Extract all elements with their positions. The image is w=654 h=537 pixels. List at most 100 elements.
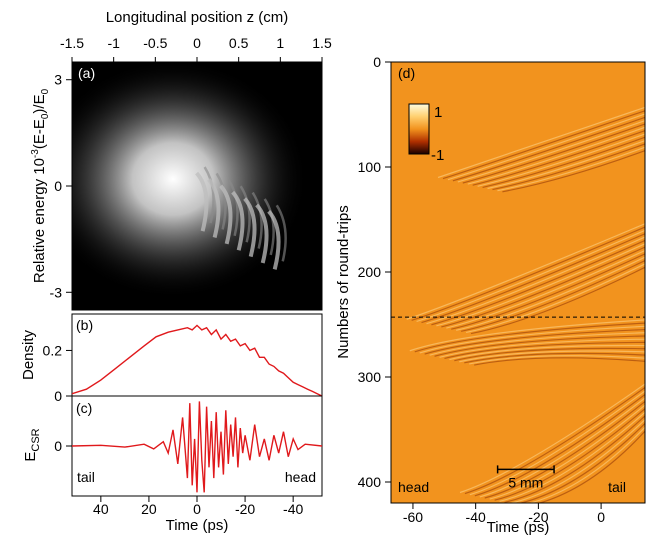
panel-c-y-label: ECSR <box>22 428 42 461</box>
y-tick-label: 100 <box>358 159 382 175</box>
fringe-stripe <box>263 198 275 256</box>
wave-stripe <box>457 120 645 183</box>
panel-a-top-axis: -1.5 -1 -0.5 0 0.5 1 1.5 <box>60 35 332 62</box>
colorbar-min-label: -1 <box>431 147 444 164</box>
y-tick-label: 0.2 <box>43 342 63 358</box>
wave-stripe <box>487 139 645 190</box>
panel-c-x-label: Time (ps) <box>166 517 229 534</box>
wave-stripe <box>472 129 645 186</box>
panel-b-label: (b) <box>76 317 93 333</box>
wave-stripe <box>518 422 645 503</box>
tail-annotation: tail <box>77 469 95 485</box>
wave-stripe <box>528 426 645 503</box>
panel-a: -1.5 -1 -0.5 0 0.5 1 1.5 Longitudinal position… <box>30 9 332 311</box>
panel-c: 0 40 20 0 -20 -40 ECSR (c) tail head Time (p… <box>22 395 323 534</box>
panel-c-y-axis: 0 <box>54 438 72 454</box>
wave-stripe <box>465 263 645 334</box>
wave-stripe <box>482 136 645 188</box>
panel-d-y-axis: 0 100 200 300 400 <box>358 54 391 490</box>
x-tick-label: -40 <box>283 501 303 517</box>
wave-stripe <box>442 110 645 180</box>
wave-stripe <box>477 133 645 187</box>
panel-d-image <box>406 106 645 503</box>
top-axis-tick-label: 0 <box>193 35 201 51</box>
fringe-stripe <box>267 210 281 270</box>
fringe-stripe <box>215 172 227 230</box>
wave-stripe <box>459 383 645 494</box>
y-tick-label: 0 <box>54 178 62 194</box>
wave-stripe <box>426 236 645 325</box>
wave-stripe <box>504 415 645 503</box>
wave-stripe <box>414 322 645 353</box>
wave-stripe <box>446 249 645 329</box>
fringe-stripe <box>255 203 269 264</box>
wave-stripe <box>436 243 645 327</box>
x-tick-label: -40 <box>466 509 486 525</box>
wave-stripe <box>456 256 645 331</box>
wave-stripe <box>484 400 645 499</box>
wave-stripe <box>449 344 645 361</box>
panel-d-x-label: Time (ps) <box>487 519 550 536</box>
wave-stripe <box>469 355 645 365</box>
wave-stripe <box>509 418 645 503</box>
panel-b-y-axis: 00.2 <box>43 342 72 404</box>
wave-stripe <box>451 253 645 330</box>
y-tick-label: 0 <box>373 54 381 70</box>
panel-b-y-label: Density <box>20 329 37 380</box>
wave-stripe <box>424 328 645 355</box>
fringe-stripe <box>219 184 233 245</box>
scale-bar-label: 5 mm <box>508 474 543 490</box>
wave-stripe <box>489 404 645 500</box>
wave-stripe <box>474 357 645 366</box>
wave-stripe <box>497 146 645 192</box>
head-annotation-d: head <box>398 479 429 495</box>
fringe-stripe <box>231 190 245 251</box>
y-tick-label: -3 <box>50 284 63 300</box>
fringe-stripe <box>207 178 221 238</box>
wave-stripe <box>470 266 645 335</box>
panel-b-frame <box>71 313 323 397</box>
colorbar <box>408 103 430 155</box>
x-tick-label: 40 <box>93 501 109 517</box>
density-line <box>72 324 322 396</box>
y-tick-label: 0 <box>54 388 62 404</box>
wave-stripe <box>406 223 645 320</box>
wave-stripe <box>444 341 645 360</box>
top-axis-tick-label: -1.5 <box>60 35 84 51</box>
core-glow <box>72 62 308 299</box>
wave-stripe <box>434 335 645 357</box>
top-axis-tick-label: -0.5 <box>143 35 167 51</box>
wave-stripe <box>439 338 645 358</box>
colorbar-max-label: 1 <box>434 104 442 121</box>
panel-d-x-axis: -60 -40 -20 0 <box>403 503 605 525</box>
fringe-stripe <box>227 179 239 237</box>
wave-stripe <box>411 226 645 321</box>
panel-a-y-label: Relative energy 10-3(E-E0)/E0 <box>30 88 51 283</box>
panel-a-image <box>72 62 308 299</box>
wave-stripe <box>474 393 645 497</box>
y-tick-label: 0 <box>54 438 62 454</box>
x-tick-label: 0 <box>597 509 605 525</box>
wave-stripe <box>429 332 645 356</box>
fringe-stripe <box>275 204 287 262</box>
wave-stripe <box>421 233 645 324</box>
wave-stripe <box>464 352 645 364</box>
wave-stripe <box>441 246 645 328</box>
top-axis-tick-label: 1 <box>276 35 284 51</box>
fringe-stripe <box>243 197 257 258</box>
panel-d-y-label: Numbers of round-trips <box>335 205 352 358</box>
top-axis-title: Longitudinal position z (cm) <box>106 9 289 26</box>
y-tick-label: 3 <box>54 72 62 88</box>
wave-stripe <box>469 390 645 496</box>
panel-a-label: (a) <box>78 65 95 81</box>
wave-stripe <box>419 325 645 354</box>
wave-stripe <box>416 229 645 323</box>
top-axis-tick-label: 1.5 <box>312 35 332 51</box>
panel-b: 00.2 Density (b) <box>20 313 323 404</box>
wave-stripe <box>502 149 645 193</box>
y-tick-label: 400 <box>358 474 382 490</box>
wave-stripe <box>459 350 645 363</box>
wave-stripe <box>431 239 645 326</box>
wave-stripe <box>479 397 645 498</box>
